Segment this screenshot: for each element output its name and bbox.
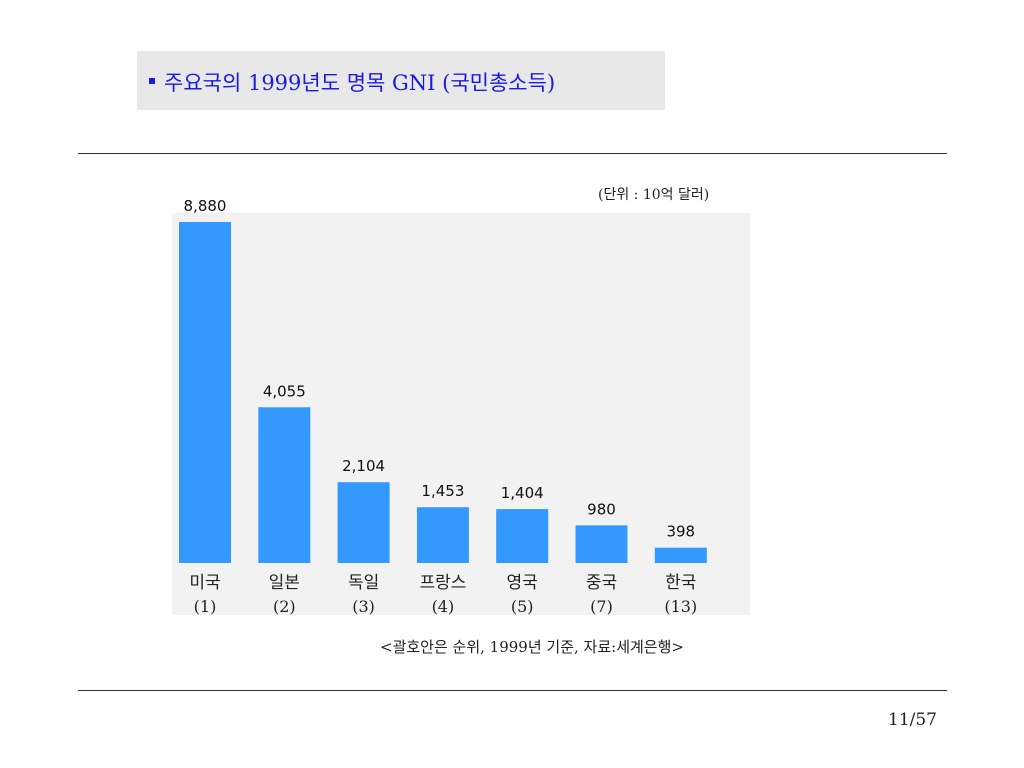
bars-group xyxy=(179,222,707,563)
bar-6 xyxy=(654,547,707,563)
rank-label-4: (5) xyxy=(511,597,534,616)
bar-5 xyxy=(575,525,628,563)
value-label-3: 1,453 xyxy=(421,482,464,500)
page-number: 11/57 xyxy=(888,710,937,730)
category-label-4: 영국 xyxy=(507,573,538,593)
rank-label-1: (2) xyxy=(273,597,296,616)
category-label-1: 일본 xyxy=(269,573,300,593)
unit-note: (단위 : 10억 달러) xyxy=(598,187,710,203)
bar-2 xyxy=(337,482,390,563)
value-label-6: 398 xyxy=(666,523,695,541)
source-note: <괄호안은 순위, 1999년 기준, 자료:세계은행> xyxy=(380,638,684,656)
category-label-6: 한국 xyxy=(665,573,696,593)
rank-label-6: (13) xyxy=(664,597,697,616)
value-label-5: 980 xyxy=(587,500,616,518)
bullet-icon xyxy=(149,78,155,84)
rank-label-3: (4) xyxy=(432,597,455,616)
value-label-0: 8,880 xyxy=(184,197,227,215)
labels-group: 8,880 미국 (1) 4,055 일본 (2) 2,104 독일 (3) 1,453 프랑스 (4… xyxy=(184,197,698,616)
category-label-5: 중국 xyxy=(586,573,617,593)
slide-title: 주요국의 1999년도 명목 GNI (국민총소득) xyxy=(164,71,556,95)
value-label-2: 2,104 xyxy=(342,457,385,475)
rank-label-2: (3) xyxy=(352,597,375,616)
rank-label-5: (7) xyxy=(590,597,613,616)
category-label-0: 미국 xyxy=(189,573,220,593)
category-label-3: 프랑스 xyxy=(419,573,466,593)
title-box: 주요국의 1999년도 명목 GNI (국민총소득) xyxy=(137,51,665,110)
bar-1 xyxy=(258,407,311,563)
top-divider xyxy=(78,153,947,154)
bar-4 xyxy=(496,509,549,563)
bottom-divider xyxy=(78,690,947,691)
category-label-2: 독일 xyxy=(348,573,379,593)
bar-0 xyxy=(179,222,231,563)
bar-3 xyxy=(416,507,469,563)
rank-label-0: (1) xyxy=(194,597,217,616)
value-label-4: 1,404 xyxy=(501,484,544,502)
value-label-1: 4,055 xyxy=(263,382,306,400)
